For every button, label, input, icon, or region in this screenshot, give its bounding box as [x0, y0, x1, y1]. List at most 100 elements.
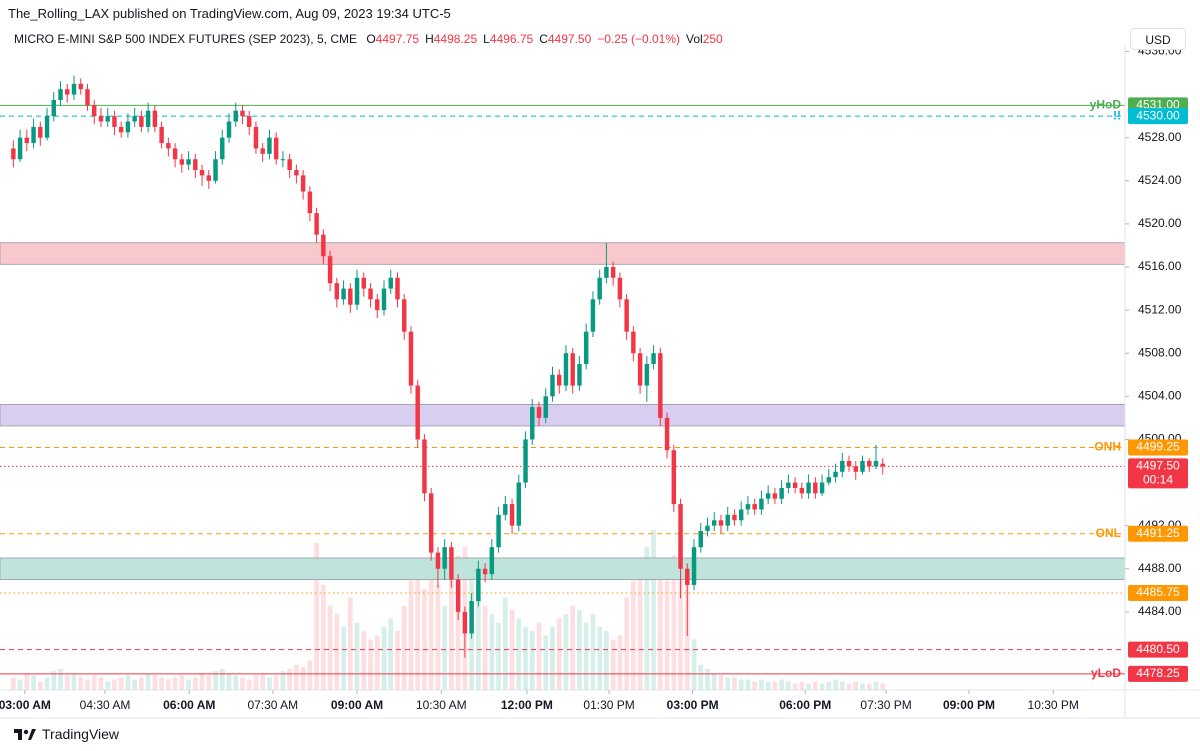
- candle-body: [321, 234, 326, 257]
- volume-bar: [85, 679, 90, 690]
- candle-body: [718, 520, 724, 526]
- candle-body: [799, 487, 805, 494]
- candle-body: [246, 116, 252, 127]
- candle-body: [17, 137, 23, 160]
- legend-value: 4497.75: [375, 32, 420, 46]
- candle-body: [678, 504, 683, 569]
- volume-bar: [860, 683, 865, 690]
- candle-body: [536, 407, 542, 418]
- symbol-legend: MICRO E-MINI S&P 500 INDEX FUTURES (SEP …: [14, 32, 723, 46]
- volume-bar: [583, 622, 589, 690]
- candle-body: [604, 267, 609, 278]
- author-line: The_Rolling_LAX published on TradingView…: [8, 6, 451, 21]
- volume-bar: [873, 681, 879, 690]
- candle-body: [172, 148, 178, 160]
- y-tick-label: 4508.00: [1138, 345, 1182, 359]
- volume-bar: [765, 681, 771, 690]
- price-label: 4531.00: [1136, 98, 1180, 112]
- volume-bar: [738, 679, 744, 690]
- level-name: ONL: [1096, 526, 1121, 540]
- volume-bar: [368, 639, 373, 690]
- volume-bar: [341, 626, 346, 690]
- candle-body: [314, 213, 319, 235]
- volume-bar: [395, 631, 400, 690]
- candle-body: [105, 116, 110, 122]
- candle-body: [213, 159, 218, 181]
- candle-body: [617, 277, 623, 300]
- volume-bar: [320, 584, 326, 690]
- candle-body: [590, 299, 596, 332]
- x-tick-label: 10:30 PM: [1028, 698, 1079, 712]
- x-tick-label: 10:30 AM: [416, 698, 467, 712]
- volume-bar: [334, 614, 340, 690]
- countdown: 00:14: [1143, 473, 1173, 487]
- candle-body: [253, 126, 259, 149]
- candle-body: [260, 148, 265, 154]
- candle-body: [98, 116, 104, 122]
- candle-body: [469, 601, 474, 634]
- candle-body: [698, 531, 703, 548]
- candle-body: [348, 288, 353, 305]
- volume-bar: [199, 673, 205, 690]
- candle-body: [577, 363, 582, 386]
- candle-body: [381, 288, 387, 311]
- volume-bar: [213, 671, 218, 690]
- candle-body: [516, 482, 522, 526]
- price-label: 4491.25: [1136, 526, 1180, 540]
- price-label-box: [1128, 458, 1188, 489]
- candle-body: [772, 493, 778, 499]
- volume-bar: [10, 677, 16, 690]
- volume-bar: [637, 563, 643, 690]
- volume-bar: [678, 538, 683, 690]
- volume-bar: [779, 679, 784, 690]
- candle-body: [813, 482, 818, 494]
- candle-body: [51, 99, 57, 117]
- candle-body: [833, 471, 838, 478]
- candle-body: [132, 116, 137, 122]
- ohlc-legend: O4497.75 H4498.25 L4496.75 C4497.50 −0.25 (−…: [360, 32, 722, 46]
- x-tick-label: 09:00 PM: [943, 698, 995, 712]
- price-label: 4480.50: [1136, 642, 1180, 656]
- symbol: MICRO E-MINI S&P 500 INDEX FUTURES (SEP …: [14, 32, 357, 46]
- volume-bar: [71, 673, 77, 690]
- candle-body: [725, 514, 730, 526]
- candle-body: [570, 353, 575, 386]
- volume-bar: [233, 675, 239, 690]
- candle-body: [307, 191, 313, 214]
- candle-body: [705, 525, 710, 532]
- volume-bar: [509, 610, 515, 690]
- volume-bar: [725, 677, 731, 690]
- candle-body: [58, 89, 63, 100]
- candle-body: [186, 159, 191, 165]
- volume-bar: [671, 555, 677, 690]
- candle-body: [78, 83, 83, 90]
- y-tick-label: 4516.00: [1138, 259, 1182, 273]
- candle-body: [482, 568, 488, 575]
- volume-bar: [44, 677, 50, 690]
- volume-bar: [361, 631, 367, 690]
- volume-bar: [112, 679, 117, 690]
- volume-bar: [657, 563, 663, 690]
- volume-bar: [516, 618, 522, 690]
- x-tick-label: 06:00 PM: [779, 698, 831, 712]
- candle-body: [691, 547, 697, 585]
- volume-bar: [253, 675, 259, 690]
- price-label: 4499.25: [1136, 440, 1180, 454]
- candle-body: [280, 159, 286, 161]
- candle-body: [435, 552, 441, 569]
- candle-body: [509, 504, 515, 526]
- volume-bar: [24, 673, 30, 690]
- volume-bar: [165, 679, 171, 690]
- volume-bar: [812, 681, 818, 690]
- volume-bar: [610, 639, 616, 690]
- candle-body: [354, 277, 360, 305]
- candle-body: [624, 299, 629, 332]
- currency-button[interactable]: USD: [1130, 28, 1186, 50]
- volume-bar: [880, 683, 886, 690]
- y-tick-label: 4520.00: [1138, 216, 1182, 230]
- volume-bar: [219, 668, 225, 690]
- volume-bar: [786, 681, 791, 690]
- candle-body: [873, 460, 879, 467]
- candle-body: [455, 579, 461, 612]
